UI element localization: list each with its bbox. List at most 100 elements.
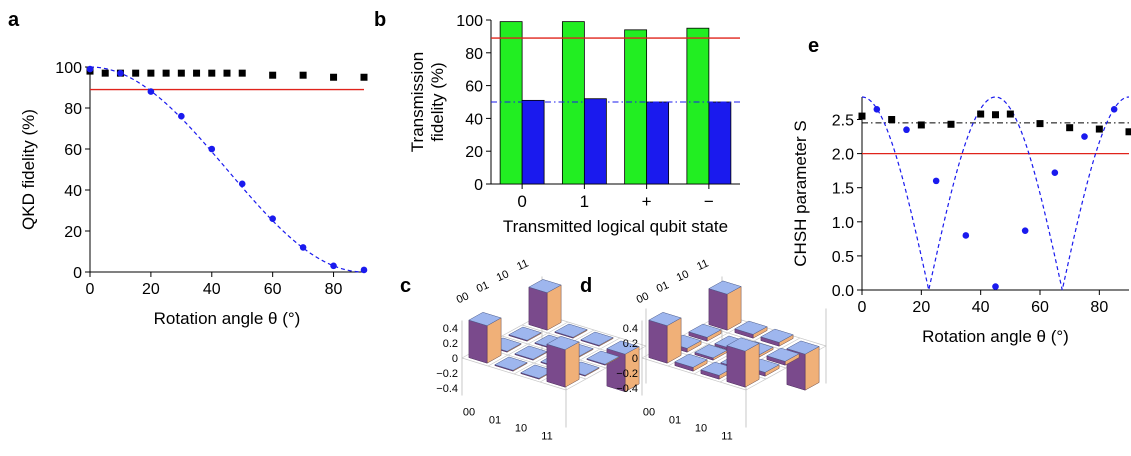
a-y-tick-label: 20 [64, 224, 82, 241]
a-y-axis-label: QKD fidelity (%) [19, 109, 38, 230]
b-y-tick-label: 100 [456, 13, 483, 30]
c-bar-top [554, 323, 588, 338]
panel-label-b: b [374, 9, 386, 31]
a-data-point-circle [330, 262, 337, 270]
a-y-tick-label: 60 [64, 142, 82, 159]
b-category-label: 0 [517, 192, 526, 211]
e-x-tick-label: 0 [858, 299, 867, 316]
c-bar-side-left [468, 319, 488, 364]
d-bar-top [734, 320, 768, 335]
d-z-tick-label: 0.2 [623, 338, 638, 350]
d-bar-top [760, 328, 794, 343]
a-x-tick-label: 0 [86, 281, 95, 298]
a-data-point-square [132, 69, 140, 77]
d-bar-top [766, 347, 800, 362]
a-data-point-circle [117, 69, 124, 77]
b-y-tick-label: 0 [474, 177, 483, 194]
b-bar-green [624, 29, 648, 185]
e-y-axis-label: CHSH parameter S [791, 120, 810, 266]
a-x-tick-label: 20 [142, 281, 160, 298]
b-y-tick-label: 80 [465, 46, 483, 63]
e-data-point-square [1095, 125, 1103, 133]
c-bar-top [468, 312, 502, 326]
e-data-point-circle [903, 126, 910, 134]
d-row-label-bottom: 00 [643, 407, 655, 419]
c-col-label-top: 11 [515, 257, 530, 273]
a-data-point-circle [86, 65, 94, 73]
e-theory-curve [861, 96, 1130, 291]
e-y-tick-label: 0.0 [832, 283, 854, 300]
a-data-point-square [177, 69, 185, 77]
a-x-axis-label: Rotation angle θ (°) [154, 309, 301, 328]
b-category-label: 1 [580, 192, 589, 211]
a-data-point-square [269, 71, 277, 79]
b-bar-blue [708, 101, 732, 185]
a-x-tick-label: 40 [203, 281, 221, 298]
e-data-point-square [992, 111, 999, 119]
b-category-label: − [704, 192, 714, 211]
d-bar-side-left [726, 345, 746, 388]
c-bar-top [606, 340, 640, 355]
c-z-tick-label: −0.4 [436, 383, 458, 395]
d-bar-side-left [708, 288, 728, 331]
chart-b: 0 20 40 60 80 100 0 1 + − Transmitted logical qubi… [408, 13, 740, 236]
c-row-label-bottom: 01 [489, 415, 501, 427]
e-y-tick-label: 1.5 [832, 181, 854, 198]
e-x-tick-label: 80 [1090, 299, 1108, 316]
c-z-tick-label: 0.4 [443, 323, 458, 335]
e-x-axis-label: Rotation angle θ (°) [922, 327, 1069, 346]
e-data-point-square [917, 121, 925, 129]
b-x-axis-label: Transmitted logical qubit state [503, 217, 728, 236]
e-data-point-circle [962, 232, 970, 239]
chart-a: 0 20 40 60 80 0 20 40 60 80 100 Rotation angle θ (°… [19, 60, 368, 328]
a-data-point-square [223, 69, 231, 77]
c-col-label-top: 00 [455, 290, 471, 306]
d-col-label-top: 10 [675, 268, 691, 284]
e-y-tick-label: 2.0 [832, 147, 854, 164]
a-data-point-square [193, 69, 201, 77]
d-row-label-bottom: 01 [669, 415, 681, 427]
a-data-point-circle [208, 145, 216, 153]
c-bar-top [586, 350, 620, 365]
a-data-point-square [162, 69, 170, 77]
b-bar-blue [521, 99, 545, 185]
c-col-label-top: 01 [475, 279, 491, 295]
a-y-tick-label: 100 [55, 60, 82, 77]
a-data-point-square [101, 69, 109, 77]
a-y-tick-label: 80 [64, 101, 82, 118]
c-bar-side-left [528, 286, 548, 331]
a-theory-curve [89, 66, 365, 273]
c-bar-top [508, 326, 542, 341]
a-y-tick-label: 0 [73, 265, 82, 282]
c-row-label-bottom: 10 [515, 423, 527, 435]
panel-label-c: c [400, 275, 411, 297]
b-bar-blue [583, 98, 607, 185]
a-x-tick-label: 60 [264, 281, 282, 298]
a-x-tick-label: 80 [325, 281, 343, 298]
a-data-point-circle [238, 180, 246, 188]
d-z-tick-label: −0.2 [616, 368, 638, 380]
e-x-tick-label: 60 [1031, 299, 1049, 316]
c-bar-top [528, 279, 562, 293]
d-col-label-top: 00 [635, 290, 651, 306]
e-data-point-circle [1021, 227, 1029, 234]
e-data-point-square [888, 116, 896, 124]
e-x-tick-label: 20 [912, 299, 930, 316]
c-row-label-bottom: 00 [463, 407, 475, 419]
e-y-tick-label: 2.5 [832, 113, 854, 130]
b-y-tick-label: 40 [465, 111, 483, 128]
b-category-label: + [642, 192, 652, 211]
e-y-tick-label: 0.5 [832, 249, 854, 266]
b-bar-green [561, 21, 585, 185]
d-bar-top [786, 340, 820, 355]
b-y-tick-label: 20 [465, 144, 483, 161]
e-data-point-square [858, 112, 866, 120]
e-data-point-square [1006, 110, 1014, 118]
e-data-point-circle [932, 177, 940, 185]
a-data-point-square [299, 71, 307, 79]
d-bar-top [708, 280, 742, 295]
b-bar-blue [646, 101, 670, 185]
a-data-point-square [360, 73, 368, 81]
